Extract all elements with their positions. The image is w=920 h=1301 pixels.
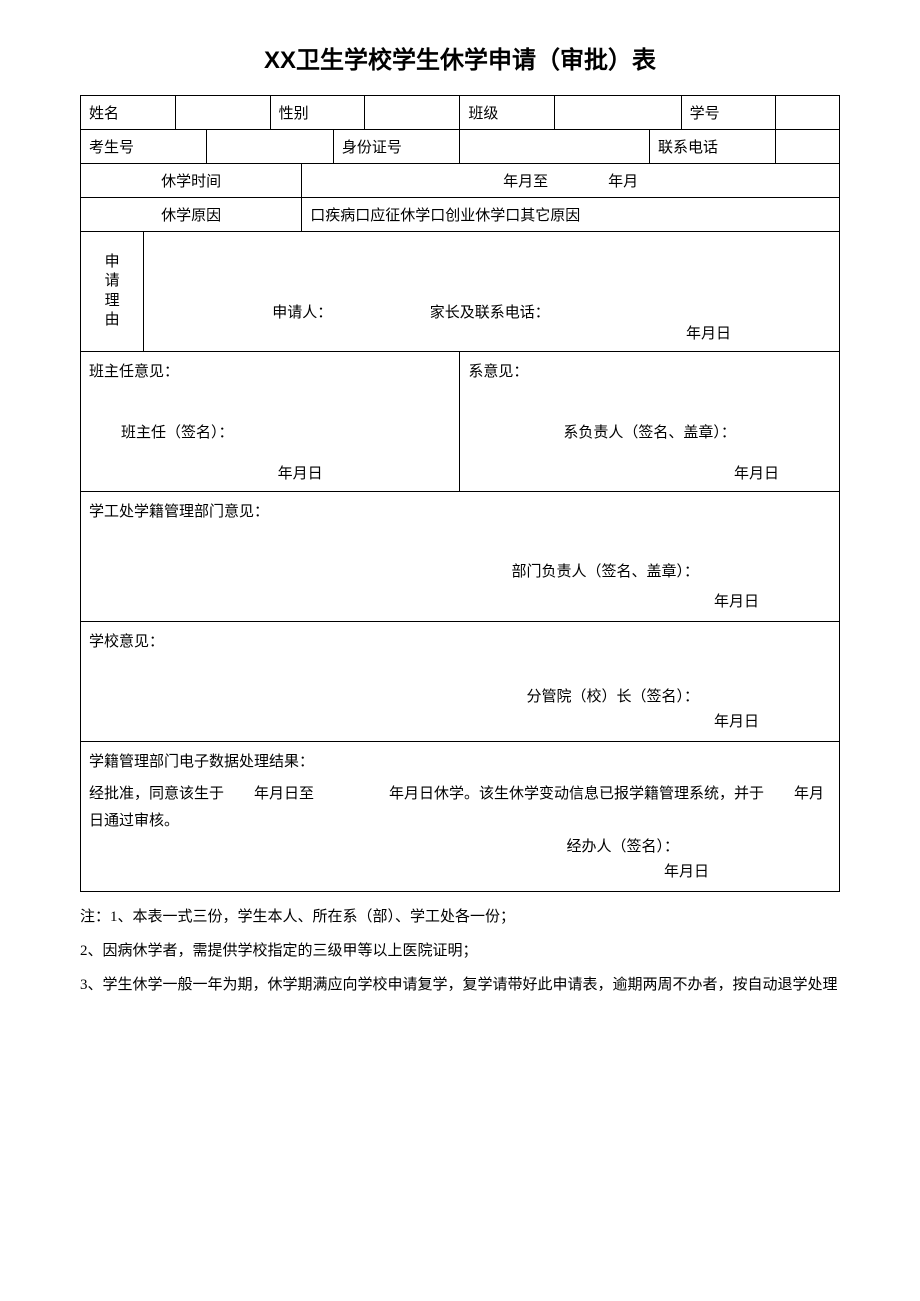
school-opinion-cell[interactable]: 学校意见： 分管院（校）长（签名）： 年月日: [81, 622, 840, 742]
class-label: 班级: [460, 96, 555, 130]
row-result: 学籍管理部门电子数据处理结果： 经批准，同意该生于 年月日至 年月日休学。该生休…: [81, 742, 840, 892]
note-line-2: 2、因病休学者，需提供学校指定的三级甲等以上医院证明；: [80, 936, 840, 966]
form-table: 姓名 性别 班级 学号 考生号 身份证号 联系电话 休学时间 年月至 年月 休学…: [80, 95, 840, 892]
teacher-sign: 班主任（签名）：: [81, 421, 459, 442]
leave-time-value[interactable]: 年月至 年月: [302, 164, 840, 198]
name-label: 姓名: [81, 96, 176, 130]
class-value[interactable]: [555, 96, 681, 130]
student-id-label: 学号: [681, 96, 776, 130]
page-title: XX卫生学校学生休学申请（审批）表: [80, 40, 840, 75]
application-date: 年月日: [686, 326, 731, 342]
result-sign: 经办人（签名）：: [566, 835, 679, 856]
teacher-opinion-title: 班主任意见：: [89, 360, 451, 381]
student-id-value[interactable]: [776, 96, 840, 130]
result-date: 年月日: [664, 860, 709, 881]
registry-sign: 部门负责人（签名、盖章）：: [511, 560, 699, 581]
teacher-date: 年月日: [81, 462, 459, 483]
side-char-1: 申: [89, 253, 135, 273]
dept-opinion-cell[interactable]: 系意见： 系负责人（签名、盖章）： 年月日: [460, 352, 840, 492]
side-char-4: 由: [89, 311, 135, 331]
registry-date: 年月日: [714, 590, 759, 611]
side-char-2: 请: [89, 272, 135, 292]
exam-id-value[interactable]: [207, 130, 333, 164]
exam-id-label: 考生号: [81, 130, 207, 164]
school-date: 年月日: [714, 710, 759, 731]
parent-contact-label: 家长及联系电话：: [430, 305, 550, 321]
registry-opinion-cell[interactable]: 学工处学籍管理部门意见： 部门负责人（签名、盖章）： 年月日: [81, 492, 840, 622]
row-school-opinion: 学校意见： 分管院（校）长（签名）： 年月日: [81, 622, 840, 742]
result-cell[interactable]: 学籍管理部门电子数据处理结果： 经批准，同意该生于 年月日至 年月日休学。该生休…: [81, 742, 840, 892]
leave-reason-value[interactable]: 口疾病口应征休学口创业休学口其它原因: [302, 198, 840, 232]
row-leave-time: 休学时间 年月至 年月: [81, 164, 840, 198]
school-sign: 分管院（校）长（签名）：: [526, 685, 699, 706]
row-registry-opinion: 学工处学籍管理部门意见： 部门负责人（签名、盖章）： 年月日: [81, 492, 840, 622]
applicant-label: 申请人：: [272, 305, 332, 321]
registry-opinion-title: 学工处学籍管理部门意见：: [89, 500, 831, 521]
gender-label: 性别: [270, 96, 365, 130]
dept-sign: 系负责人（签名、盖章）：: [460, 421, 839, 442]
dept-date: 年月日: [460, 462, 839, 483]
teacher-opinion-cell[interactable]: 班主任意见： 班主任（签名）： 年月日: [81, 352, 460, 492]
gender-value[interactable]: [365, 96, 460, 130]
result-body: 经批准，同意该生于 年月日至 年月日休学。该生休学变动信息已报学籍管理系统，并于…: [89, 781, 831, 835]
note-line-1: 注：1、本表一式三份，学生本人、所在系（部）、学工处各一份；: [80, 902, 840, 932]
id-number-value[interactable]: [460, 130, 650, 164]
row-leave-reason: 休学原因 口疾病口应征休学口创业休学口其它原因: [81, 198, 840, 232]
id-number-label: 身份证号: [333, 130, 459, 164]
row-basic-info-1: 姓名 性别 班级 学号: [81, 96, 840, 130]
dept-opinion-title: 系意见：: [468, 360, 831, 381]
notes-section: 注：1、本表一式三份，学生本人、所在系（部）、学工处各一份； 2、因病休学者，需…: [80, 902, 840, 1000]
note-line-3: 3、学生休学一般一年为期，休学期满应向学校申请复学，复学请带好此申请表，逾期两周…: [80, 970, 840, 1000]
row-basic-info-2: 考生号 身份证号 联系电话: [81, 130, 840, 164]
leave-time-label: 休学时间: [81, 164, 302, 198]
name-value[interactable]: [175, 96, 270, 130]
application-reason-body[interactable]: 申请人： 家长及联系电话： 年月日: [144, 232, 840, 352]
side-char-3: 理: [89, 292, 135, 312]
leave-reason-label: 休学原因: [81, 198, 302, 232]
row-opinions-split: 班主任意见： 班主任（签名）： 年月日 系意见： 系负责人（签名、盖章）： 年月…: [81, 352, 840, 492]
school-opinion-title: 学校意见：: [89, 630, 831, 651]
phone-label: 联系电话: [649, 130, 775, 164]
application-side-label: 申 请 理 由: [81, 232, 144, 352]
phone-value[interactable]: [776, 130, 840, 164]
row-application-reason: 申 请 理 由 申请人： 家长及联系电话： 年月日: [81, 232, 840, 352]
result-title: 学籍管理部门电子数据处理结果：: [89, 750, 831, 771]
